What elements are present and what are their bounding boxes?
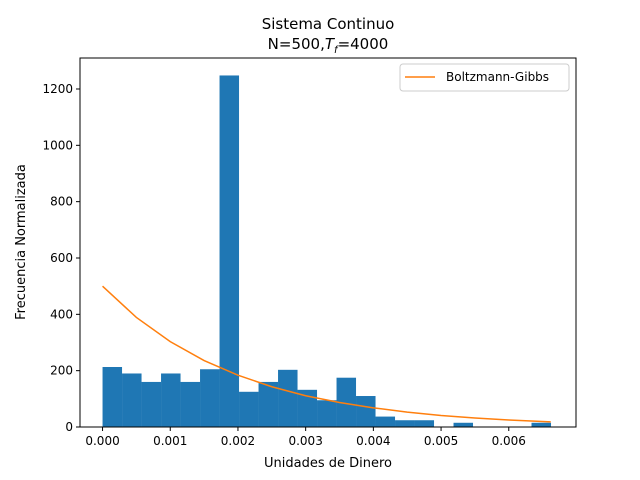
series-lines xyxy=(102,285,551,423)
legend: Boltzmann-Gibbs xyxy=(399,63,570,92)
series-line-boltzmann-gibbs xyxy=(102,285,551,423)
histogram-bar xyxy=(239,391,259,427)
x-tick-label: 0.000 xyxy=(85,434,119,448)
plot-frame xyxy=(79,57,577,428)
x-tick-label: 0.005 xyxy=(424,434,458,448)
histogram-bar xyxy=(453,422,474,427)
histogram-bar xyxy=(141,381,162,427)
histogram-bar xyxy=(395,420,415,427)
y-tick-label: 800 xyxy=(50,195,73,209)
chart-title: Sistema Continuo xyxy=(262,15,395,33)
histogram-bar xyxy=(356,396,376,427)
y-tick-label: 400 xyxy=(50,307,73,321)
x-tick-label: 0.006 xyxy=(492,434,526,448)
histogram-bar xyxy=(200,369,220,427)
histogram-bar xyxy=(297,389,318,427)
histogram-bar xyxy=(278,369,298,427)
legend-box xyxy=(399,63,570,92)
x-tick-label: 0.003 xyxy=(288,434,322,448)
histogram-bar xyxy=(414,420,435,427)
y-tick-label: 0 xyxy=(65,420,73,434)
histogram-bar xyxy=(375,416,396,427)
x-axis-ticks: 0.000 0.001 0.002 0.003 0.004 0.005 0.006 xyxy=(85,427,526,448)
histogram-bar xyxy=(219,75,240,428)
chart-subtitle: N=500,Tf=4000 xyxy=(268,35,389,56)
y-tick-label: 600 xyxy=(50,251,73,265)
histogram-bar xyxy=(180,381,201,427)
y-axis-ticks: 0 200 400 600 800 1000 1200 xyxy=(42,82,80,434)
x-tick-label: 0.002 xyxy=(221,434,255,448)
y-tick-label: 200 xyxy=(50,364,73,378)
x-axis-label: Unidades de Dinero xyxy=(264,456,392,471)
histogram-bar xyxy=(161,373,181,427)
legend-label-boltzmann-gibbs: Boltzmann-Gibbs xyxy=(446,70,549,84)
histogram-bar xyxy=(102,367,123,427)
histogram-bar xyxy=(258,381,279,427)
y-tick-label: 1200 xyxy=(42,82,73,96)
x-tick-label: 0.004 xyxy=(356,434,390,448)
y-tick-label: 1000 xyxy=(42,138,73,152)
y-axis-label: Frecuencia Normalizada xyxy=(14,164,29,320)
histogram-bar xyxy=(336,377,357,427)
histogram-bar xyxy=(531,422,552,427)
histogram-bar xyxy=(317,400,337,427)
histogram-bars xyxy=(102,75,552,428)
histogram-bar xyxy=(122,373,142,427)
x-tick-label: 0.001 xyxy=(153,434,187,448)
